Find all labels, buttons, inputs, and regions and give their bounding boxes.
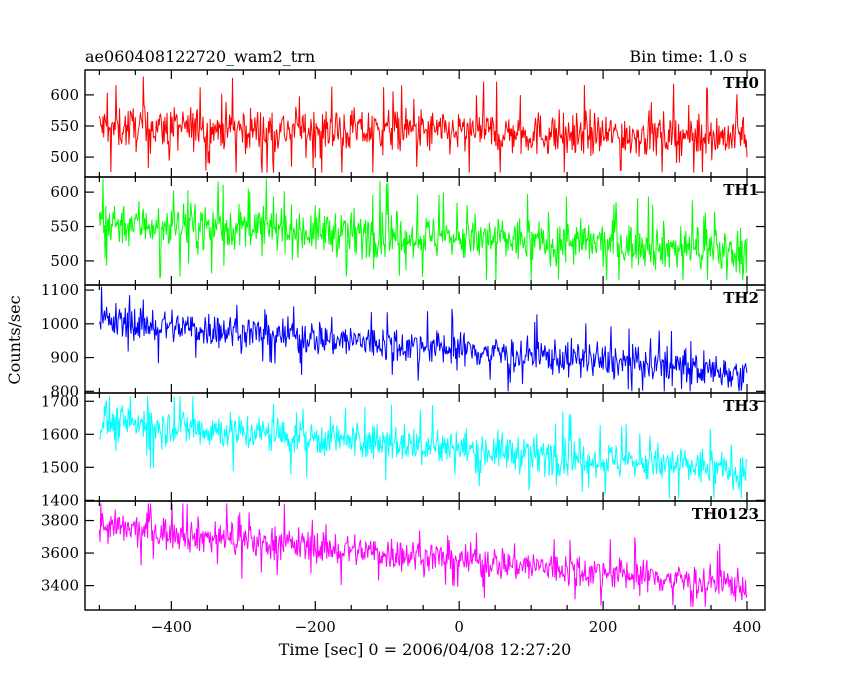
x-tick-label: 400: [733, 618, 762, 636]
x-tick-label: 200: [589, 618, 618, 636]
panel-label-th3: TH3: [723, 397, 759, 415]
panel-label-th0123: TH0123: [692, 505, 759, 523]
x-tick-label: 0: [454, 618, 464, 636]
y-tick-label: 1400: [41, 491, 79, 509]
y-tick-label: 3400: [41, 577, 79, 595]
y-tick-label: 1600: [41, 425, 79, 443]
y-tick-label: 550: [50, 117, 79, 135]
y-axis-label: Counts/sec: [5, 295, 24, 384]
y-tick-label: 1100: [41, 281, 79, 299]
panel-label-th1: TH1: [723, 181, 759, 199]
chart-title: ae060408122720_wam2_trn: [85, 47, 315, 66]
x-tick-label: −400: [151, 618, 192, 636]
chart-subtitle: Bin time: 1.0 s: [629, 47, 747, 66]
y-tick-label: 900: [50, 349, 79, 367]
series-line-th3: [98, 396, 748, 499]
y-tick-label: 3600: [41, 544, 79, 562]
y-tick-label: 1000: [41, 315, 79, 333]
panels-group: 500 550 600 TH0 500 550 600 TH1 800 900 1000 1100 TH…: [41, 69, 766, 636]
x-axis-label: Time [sec] 0 = 2006/04/08 12:27:20: [279, 640, 572, 659]
y-tick-label: 600: [50, 183, 79, 201]
y-tick-label: 600: [50, 86, 79, 104]
x-tick-label: −200: [295, 618, 336, 636]
y-tick-label: 1700: [41, 392, 79, 410]
panel-frame-th2: [84, 284, 766, 394]
series-line-th1: [98, 178, 748, 281]
series-line-th0123: [98, 503, 748, 607]
y-tick-label: 500: [50, 148, 79, 166]
panel-label-th2: TH2: [723, 289, 759, 307]
y-tick-label: 550: [50, 218, 79, 236]
y-tick-label: 1500: [41, 458, 79, 476]
y-tick-label: 500: [50, 252, 79, 270]
panel-frame-th0123: [84, 500, 766, 611]
panel-frame-th3: [84, 392, 766, 502]
y-tick-label: 800: [50, 382, 79, 400]
series-line-th2: [98, 286, 748, 392]
series-line-th0: [98, 76, 748, 173]
y-tick-label: 3800: [41, 512, 79, 530]
panel-label-th0: TH0: [723, 74, 759, 92]
